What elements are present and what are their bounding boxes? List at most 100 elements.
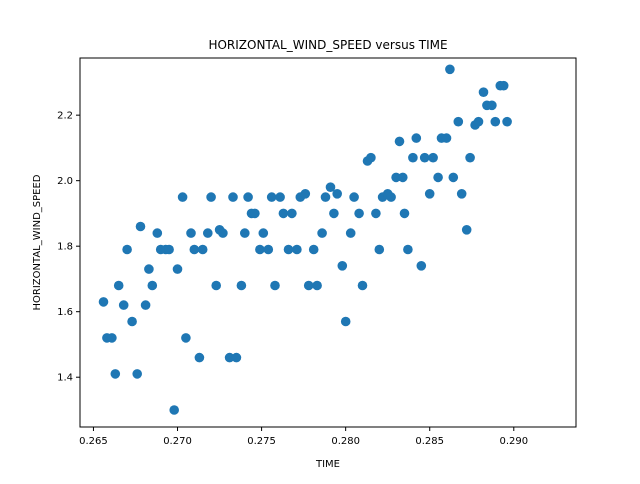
data-point [266,192,277,202]
data-point [300,189,311,199]
x-tick-label: 0.285 [415,436,444,447]
x-axis-ticks: 0.265 0.270 0.275 0.280 0.285 0.290 [79,427,528,447]
data-points [98,64,512,415]
data-point [461,225,472,235]
data-point [391,172,401,183]
x-tick-label: 0.280 [331,436,360,447]
data-point [181,333,191,343]
data-point [441,133,452,143]
data-point [250,208,260,219]
data-point [135,221,146,232]
data-point [283,244,294,255]
y-tick-label: 1.4 [57,373,73,384]
data-point [416,261,427,271]
data-point [275,192,285,202]
data-point [169,405,179,415]
data-point [345,228,356,238]
data-point [433,172,443,183]
data-point [325,182,336,192]
data-point [411,133,422,143]
data-point [424,189,435,199]
data-point [189,244,200,255]
data-point [337,261,348,271]
data-point [340,316,351,327]
data-point [312,280,322,291]
data-point [354,208,364,219]
data-point [224,352,235,363]
data-point [394,136,405,147]
data-point [231,352,242,363]
data-point [398,172,408,183]
data-point [399,208,410,219]
data-point [448,172,459,183]
data-point [147,280,158,291]
data-point [357,280,368,291]
data-point [487,100,497,111]
data-point [98,297,109,307]
data-point [453,116,464,127]
data-point [308,244,319,255]
data-point [110,369,121,379]
data-point [490,116,501,127]
data-point [332,189,343,199]
y-tick-label: 2.0 [57,176,73,187]
data-point [243,192,253,202]
data-point [374,244,385,255]
data-point [122,244,132,255]
data-point [428,152,438,163]
data-point [218,228,228,238]
data-point [270,280,280,291]
data-point [349,192,359,202]
data-point [186,228,196,238]
data-point [255,244,265,255]
y-tick-label: 1.8 [57,242,73,253]
data-point [408,152,418,163]
x-axis-label: TIME [315,459,340,470]
data-point [473,116,484,127]
data-point [206,192,216,202]
data-point [287,208,297,219]
data-point [132,369,142,379]
data-point [498,80,509,91]
data-point [320,192,331,202]
data-point [172,264,183,274]
data-point [317,228,327,238]
y-tick-label: 1.6 [57,307,73,318]
data-point [228,192,238,202]
data-point [107,333,117,343]
data-point [211,280,221,291]
data-point [240,228,250,238]
y-tick-label: 2.2 [57,111,73,122]
data-point [118,300,129,310]
data-point [465,152,475,163]
data-point [177,192,188,202]
data-point [456,189,467,199]
data-point [445,64,455,75]
data-point [386,192,396,202]
data-point [127,316,137,327]
data-point [197,244,208,255]
data-point [152,228,163,238]
data-point [403,244,413,255]
data-point [329,208,339,219]
data-point [278,208,289,219]
x-tick-label: 0.290 [499,436,528,447]
data-point [478,87,489,97]
x-tick-label: 0.265 [79,436,108,447]
data-point [502,116,512,127]
plot-area-frame [79,57,577,428]
x-tick-label: 0.270 [163,436,192,447]
data-point [263,244,274,255]
y-axis-label: HORIZONTAL_WIND_SPEED [32,174,43,310]
data-point [113,280,124,291]
data-point [292,244,302,255]
y-axis-ticks: 1.4 1.6 1.8 2.0 2.2 [57,111,80,384]
data-point [144,264,154,274]
data-point [366,152,376,163]
data-point [303,280,314,291]
data-point [419,152,430,163]
chart-title: HORIZONTAL_WIND_SPEED versus TIME [208,38,447,52]
data-point [194,352,205,363]
